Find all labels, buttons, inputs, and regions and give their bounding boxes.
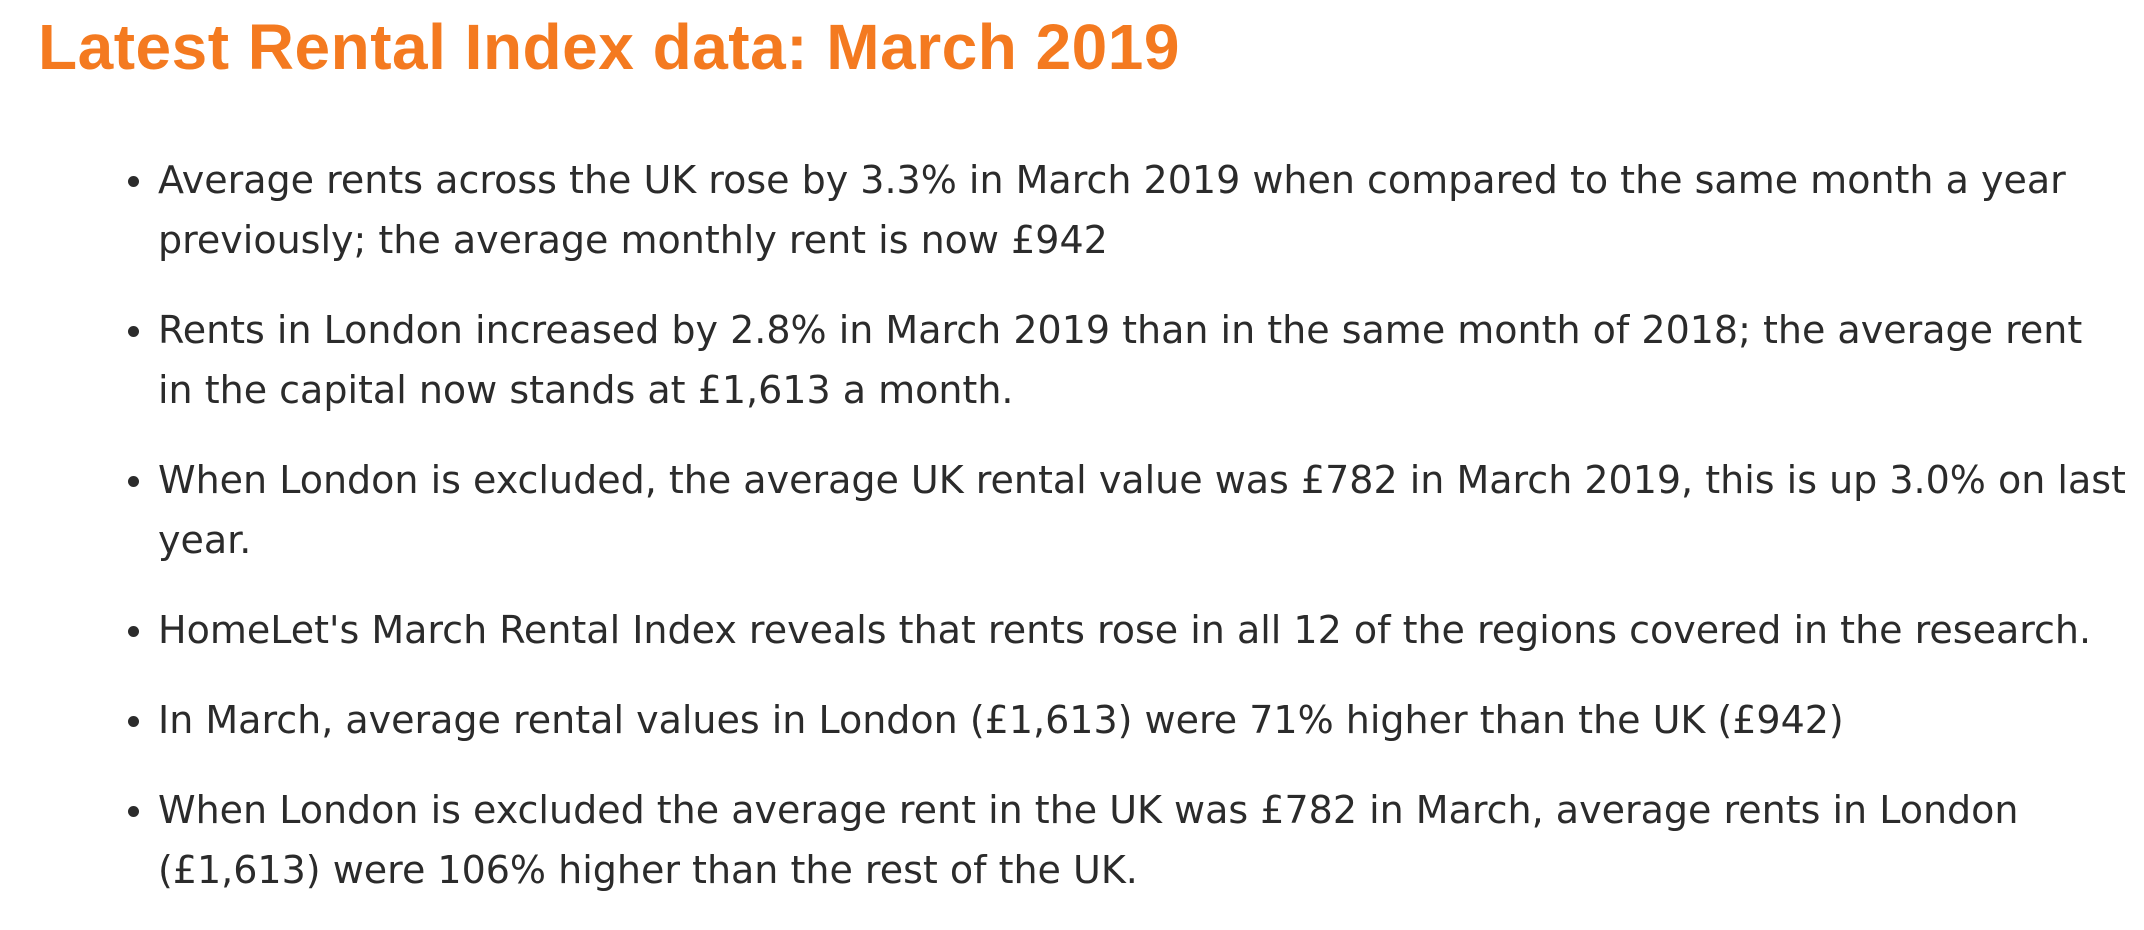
list-item: When London is excluded, the average UK … [128, 450, 2128, 570]
list-item: In March, average rental values in Londo… [128, 690, 2128, 750]
list-item-text: When London is excluded, the average UK … [158, 458, 2126, 562]
list-item-text: HomeLet's March Rental Index reveals tha… [158, 608, 2092, 652]
page-title: Latest Rental Index data: March 2019 [38, 11, 1180, 83]
bullet-icon [128, 176, 139, 187]
bullet-icon [128, 326, 139, 337]
bullet-icon [128, 626, 139, 637]
list-item-text: When London is excluded the average rent… [158, 788, 2019, 892]
bullet-icon [128, 716, 139, 727]
list-item: Average rents across the UK rose by 3.3%… [128, 150, 2128, 270]
list-item: Rents in London increased by 2.8% in Mar… [128, 300, 2128, 420]
bullet-icon [128, 806, 139, 817]
rental-index-bullet-list: Average rents across the UK rose by 3.3%… [128, 150, 2128, 930]
list-item: HomeLet's March Rental Index reveals tha… [128, 600, 2128, 660]
list-item-text: In March, average rental values in Londo… [158, 698, 1844, 742]
list-item-text: Average rents across the UK rose by 3.3%… [158, 158, 2066, 262]
bullet-icon [128, 476, 139, 487]
list-item-text: Rents in London increased by 2.8% in Mar… [158, 308, 2083, 412]
list-item: When London is excluded the average rent… [128, 780, 2128, 900]
